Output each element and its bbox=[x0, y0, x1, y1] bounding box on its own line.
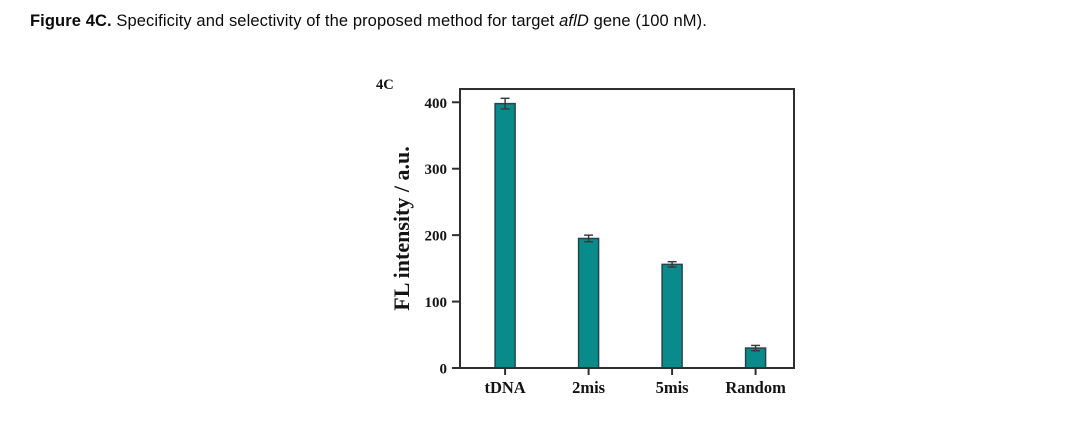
panel-label: 4C bbox=[376, 77, 394, 93]
bar-5mis bbox=[661, 263, 683, 369]
caption-text-after: gene (100 nM). bbox=[588, 12, 707, 30]
caption-label: Figure 4C. bbox=[30, 12, 112, 30]
x-tick-label: 5mis bbox=[656, 378, 690, 397]
bar-2mis bbox=[577, 237, 600, 369]
caption-text-before: Specificity and selectivity of the propo… bbox=[111, 12, 560, 30]
y-tick-label: 100 bbox=[425, 295, 448, 311]
y-tick-label: 300 bbox=[425, 162, 448, 178]
bar-tdna bbox=[494, 102, 516, 369]
x-tick-label: Random bbox=[725, 378, 786, 397]
y-tick-label: 200 bbox=[425, 229, 448, 245]
figure-caption: Figure 4C. Specificity and selectivity o… bbox=[30, 11, 707, 32]
caption-gene-name: aflD bbox=[559, 12, 589, 30]
y-tick-label: 0 bbox=[440, 362, 448, 378]
x-tick-label: tDNA bbox=[484, 378, 525, 397]
y-tick-label: 400 bbox=[425, 96, 448, 112]
y-axis-title: FL intensity / a.u. bbox=[389, 146, 414, 310]
plot-frame bbox=[459, 88, 795, 369]
x-tick-label: 2mis bbox=[572, 378, 606, 397]
